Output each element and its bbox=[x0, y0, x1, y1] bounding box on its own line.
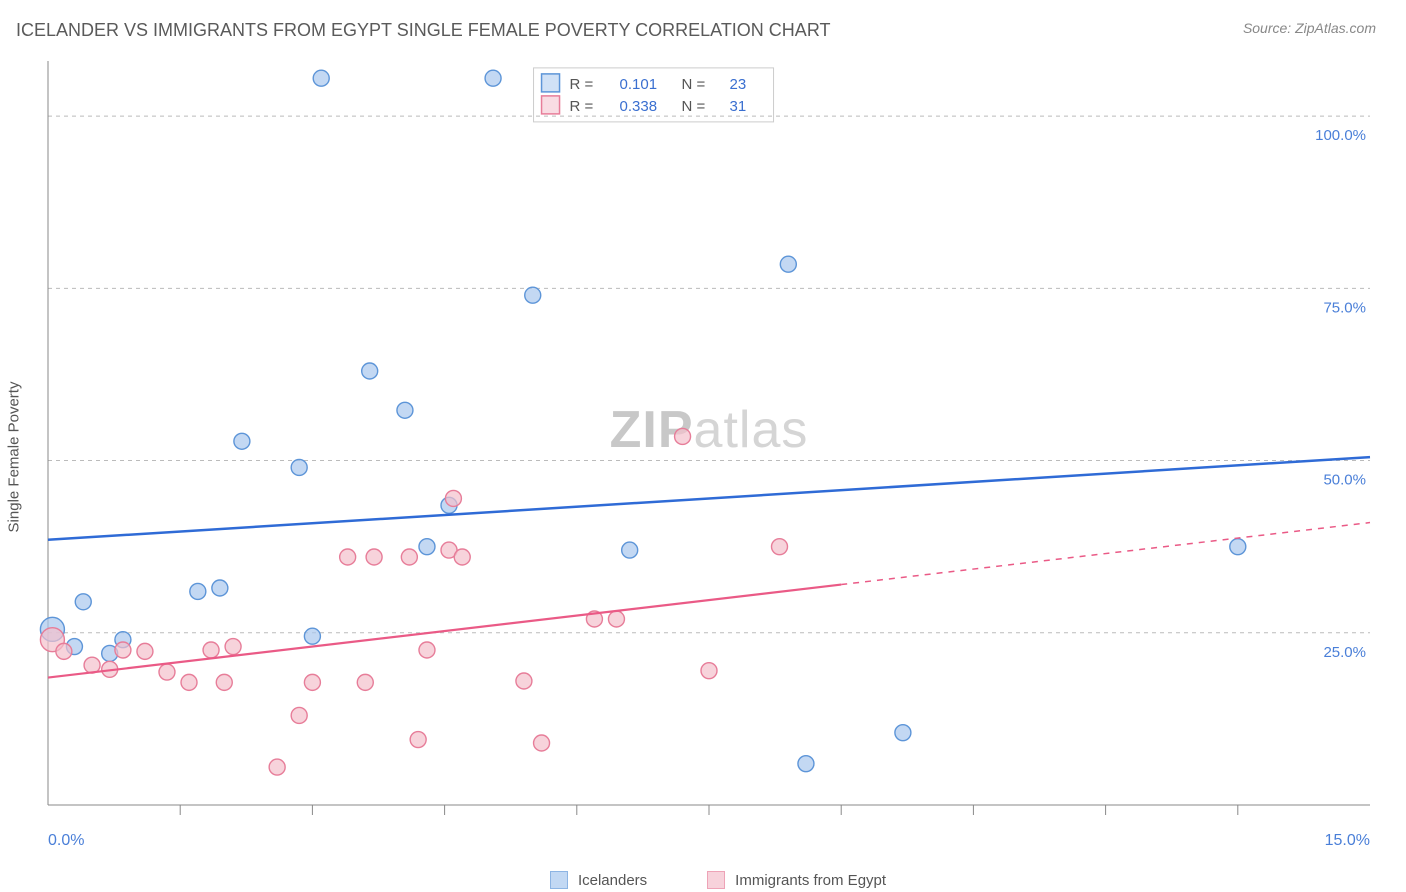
data-point bbox=[304, 674, 320, 690]
data-point bbox=[419, 642, 435, 658]
data-point bbox=[675, 428, 691, 444]
svg-text:0.101: 0.101 bbox=[620, 76, 658, 93]
data-point bbox=[304, 628, 320, 644]
svg-text:100.0%: 100.0% bbox=[1315, 127, 1366, 144]
source-link[interactable]: ZipAtlas.com bbox=[1295, 20, 1376, 36]
data-point bbox=[397, 402, 413, 418]
data-point bbox=[780, 256, 796, 272]
data-point bbox=[1230, 539, 1246, 555]
legend-label: Immigrants from Egypt bbox=[735, 872, 886, 889]
data-point bbox=[366, 549, 382, 565]
legend-item: Icelanders bbox=[550, 871, 647, 889]
svg-text:N =: N = bbox=[682, 98, 706, 115]
data-point bbox=[190, 583, 206, 599]
data-point bbox=[410, 732, 426, 748]
data-point bbox=[203, 642, 219, 658]
data-point bbox=[212, 580, 228, 596]
data-point bbox=[115, 642, 131, 658]
source-credit: Source: ZipAtlas.com bbox=[1243, 20, 1376, 41]
svg-text:ZIPatlas: ZIPatlas bbox=[610, 401, 809, 459]
scatter-plot: 25.0% 50.0% 75.0% 100.0% 0.0% 15.0% ZIPatlas R … bbox=[34, 53, 1374, 861]
data-point bbox=[159, 664, 175, 680]
data-point bbox=[362, 363, 378, 379]
y-axis-label: Single Female Poverty bbox=[6, 382, 23, 533]
svg-text:0.338: 0.338 bbox=[620, 98, 658, 115]
data-point bbox=[445, 490, 461, 506]
data-point bbox=[313, 70, 329, 86]
data-point bbox=[622, 542, 638, 558]
data-point bbox=[798, 756, 814, 772]
trend-line-extrapolated bbox=[841, 523, 1370, 585]
svg-text:50.0%: 50.0% bbox=[1323, 472, 1366, 489]
svg-text:N =: N = bbox=[682, 76, 706, 93]
legend-label: Icelanders bbox=[578, 872, 647, 889]
svg-text:R =: R = bbox=[570, 76, 594, 93]
data-point bbox=[357, 674, 373, 690]
data-point bbox=[291, 707, 307, 723]
data-point bbox=[534, 735, 550, 751]
svg-text:0.0%: 0.0% bbox=[48, 832, 84, 849]
legend-item: Immigrants from Egypt bbox=[707, 871, 886, 889]
svg-text:25.0%: 25.0% bbox=[1323, 644, 1366, 661]
data-point bbox=[75, 594, 91, 610]
data-point bbox=[772, 539, 788, 555]
data-point bbox=[419, 539, 435, 555]
data-point bbox=[525, 287, 541, 303]
data-point bbox=[516, 673, 532, 689]
trend-line bbox=[48, 457, 1370, 540]
data-point bbox=[608, 611, 624, 627]
svg-text:R =: R = bbox=[570, 98, 594, 115]
svg-text:75.0%: 75.0% bbox=[1323, 299, 1366, 316]
svg-text:31: 31 bbox=[730, 98, 747, 115]
data-point bbox=[291, 459, 307, 475]
data-point bbox=[485, 70, 501, 86]
data-point bbox=[137, 643, 153, 659]
svg-text:23: 23 bbox=[730, 76, 747, 93]
data-point bbox=[225, 639, 241, 655]
data-point bbox=[895, 725, 911, 741]
data-point bbox=[234, 433, 250, 449]
legend-swatch bbox=[707, 871, 725, 889]
correlation-legend: R = 0.101 N = 23 R = 0.338 N = 31 bbox=[534, 68, 774, 122]
bottom-legend: Icelanders Immigrants from Egypt bbox=[30, 861, 1406, 889]
data-point bbox=[454, 549, 470, 565]
source-prefix: Source: bbox=[1243, 20, 1295, 36]
trend-line bbox=[48, 585, 841, 678]
data-point bbox=[269, 759, 285, 775]
data-point bbox=[181, 674, 197, 690]
chart-title: ICELANDER VS IMMIGRANTS FROM EGYPT SINGL… bbox=[16, 20, 830, 41]
data-point bbox=[56, 643, 72, 659]
svg-text:15.0%: 15.0% bbox=[1325, 832, 1370, 849]
data-point bbox=[216, 674, 232, 690]
data-point bbox=[401, 549, 417, 565]
data-point bbox=[701, 663, 717, 679]
legend-swatch bbox=[550, 871, 568, 889]
data-point bbox=[340, 549, 356, 565]
